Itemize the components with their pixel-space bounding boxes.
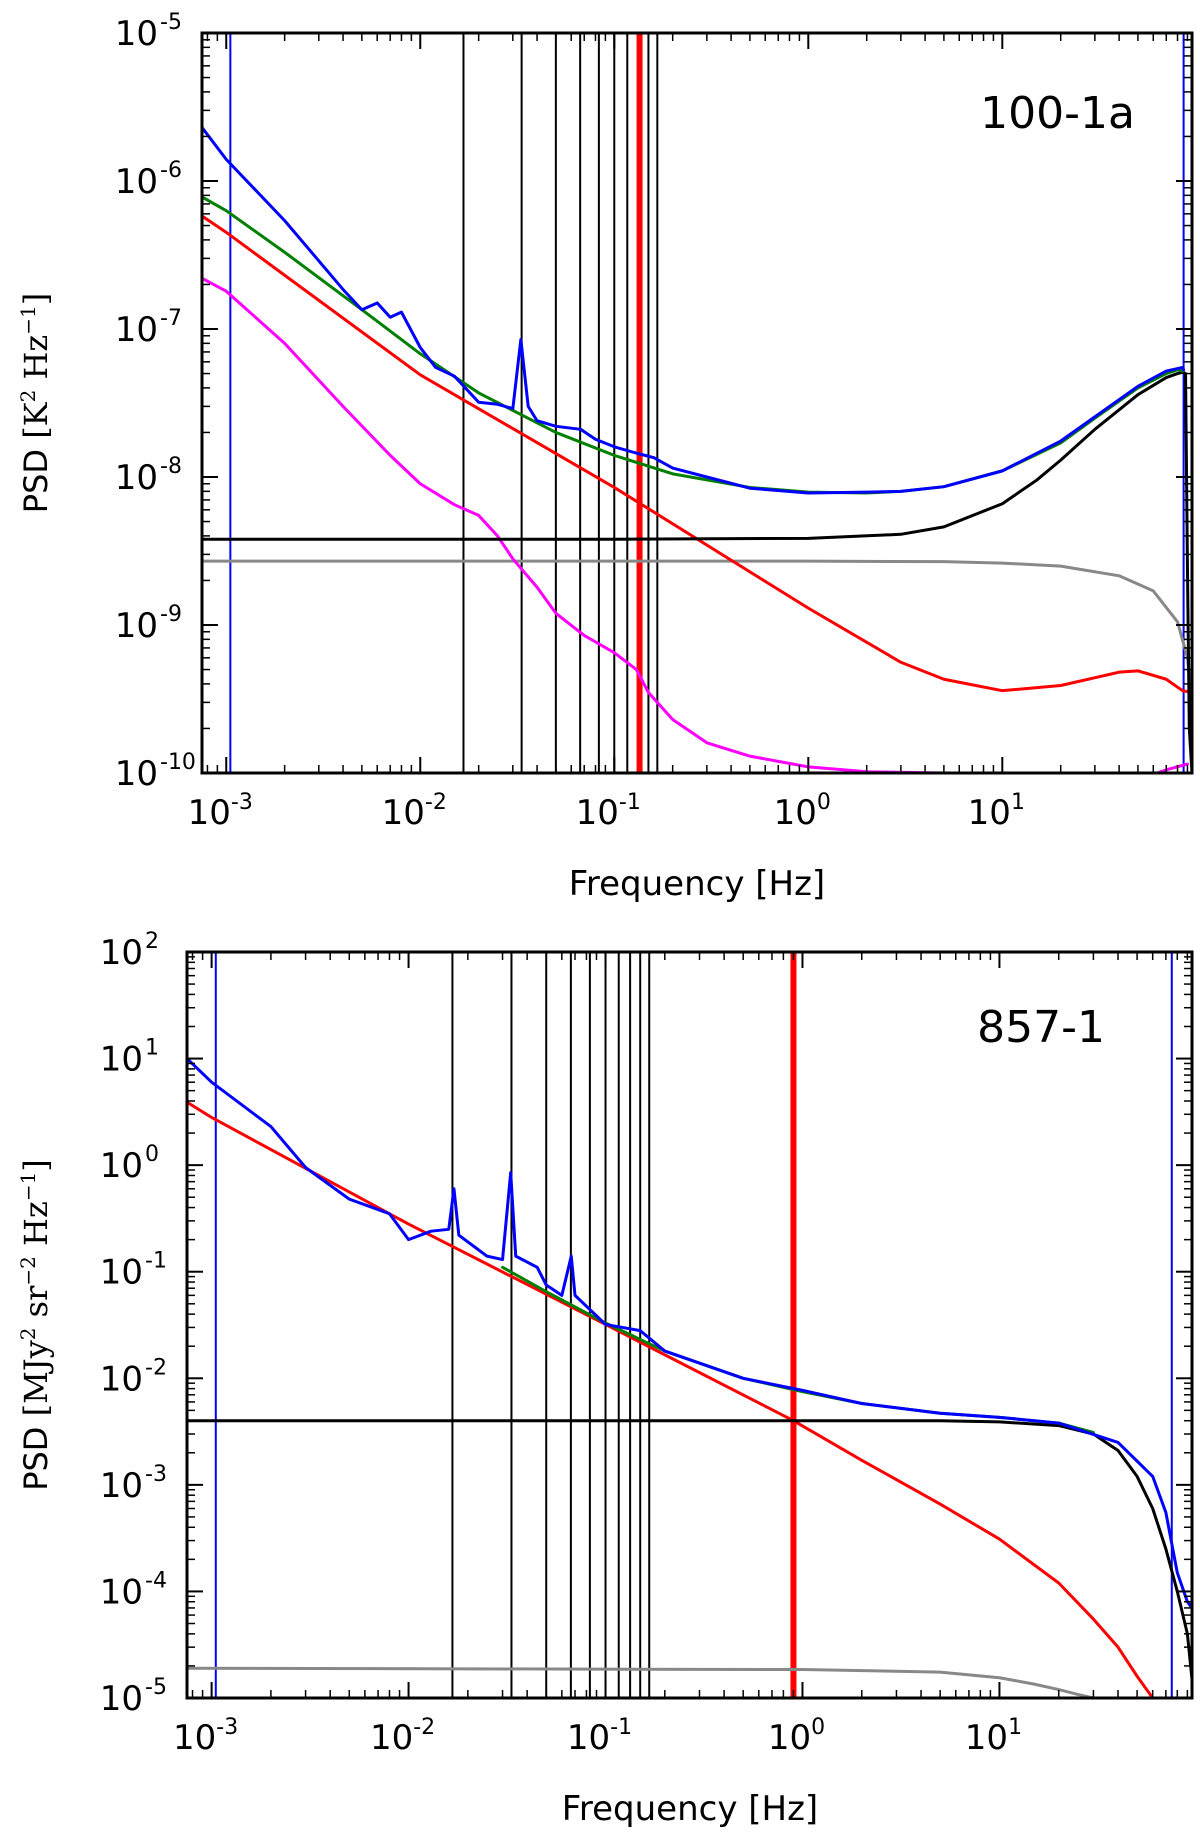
panel-2-series-red [187, 1100, 1155, 1698]
y-tick-label: 10 [100, 1572, 143, 1612]
panel-1-series-black [202, 370, 1192, 773]
x-tick-label: 101 [965, 1715, 1022, 1758]
panel-2-series-gray [187, 1666, 1095, 1698]
y-tick-exponent: -9 [160, 602, 182, 627]
panel-1-label: 100-1a [980, 88, 1135, 139]
panel-1-series-magenta [202, 276, 1189, 773]
x-tick-label: 100 [774, 790, 831, 833]
y-tick-label: 10 [100, 1146, 143, 1186]
x-tick-label: 10-1 [576, 790, 641, 833]
y-tick-exponent: 2 [145, 929, 159, 954]
x-tick-label: 10-2 [382, 790, 447, 833]
y-tick-label: 10 [115, 162, 158, 202]
panel-1-series-gray [202, 559, 1192, 704]
panel-1-series-blue [202, 125, 1186, 495]
y-tick-exponent: -2 [145, 1355, 167, 1380]
panel-2-label: 857-1 [977, 1002, 1105, 1053]
x-tick-label: 10-3 [173, 1715, 238, 1758]
x-tick-label: 100 [768, 1715, 825, 1758]
y-tick-exponent: -3 [145, 1462, 167, 1487]
y-tick-label: 10 [100, 933, 143, 973]
panel-2-series-blue [187, 1057, 1192, 1610]
x-tick-label: 10-2 [370, 1715, 435, 1758]
panel-2-plot-area [187, 952, 1192, 1698]
y-tick-label: 10 [115, 754, 158, 794]
panel-1-plot-area [202, 33, 1192, 773]
panel-2-frame [185, 950, 1194, 1700]
y-tick-label: 10 [115, 458, 158, 498]
y-tick-label: 10 [100, 1253, 143, 1293]
y-tick-label: 10 [115, 14, 158, 54]
y-tick-exponent: -1 [145, 1249, 167, 1274]
y-tick-label: 10 [100, 1040, 143, 1080]
x-tick-label: 10-3 [188, 790, 253, 833]
y-tick-exponent: 1 [145, 1036, 159, 1061]
y-tick-exponent: -6 [160, 158, 182, 183]
y-tick-exponent: -4 [145, 1568, 167, 1593]
panel-2-ticks: 10-3 10-2 10-1 100 10110-510-410-310-210-110… [100, 929, 1192, 1758]
panel-2-x-axis-title: Frequency [Hz] [562, 1789, 818, 1829]
x-tick-label: 10-1 [567, 1715, 632, 1758]
x-tick-label: 101 [968, 790, 1025, 833]
panel-1-x-axis-title: Frequency [Hz] [569, 864, 825, 904]
y-tick-exponent: -5 [145, 1675, 167, 1700]
panel-857-1: 10-3 10-2 10-1 100 10110-510-410-310-210-110… [16, 929, 1194, 1829]
y-tick-exponent: -7 [160, 306, 182, 331]
y-tick-label: 10 [100, 1359, 143, 1399]
y-tick-label: 10 [115, 606, 158, 646]
y-tick-exponent: -10 [160, 750, 196, 775]
panel-1-frame [200, 31, 1194, 775]
y-tick-exponent: -5 [160, 10, 182, 35]
y-tick-exponent: 0 [145, 1142, 159, 1167]
panel-1-series-red [202, 214, 1192, 694]
y-tick-label: 10 [100, 1679, 143, 1719]
y-tick-exponent: -8 [160, 454, 182, 479]
panel-1-y-axis-title: PSD [K2 Hz−1] [16, 293, 55, 513]
y-tick-label: 10 [115, 310, 158, 350]
y-tick-label: 10 [100, 1466, 143, 1506]
panel-2-y-axis-title: PSD [MJy2 sr−2 Hz−1] [16, 1159, 55, 1491]
